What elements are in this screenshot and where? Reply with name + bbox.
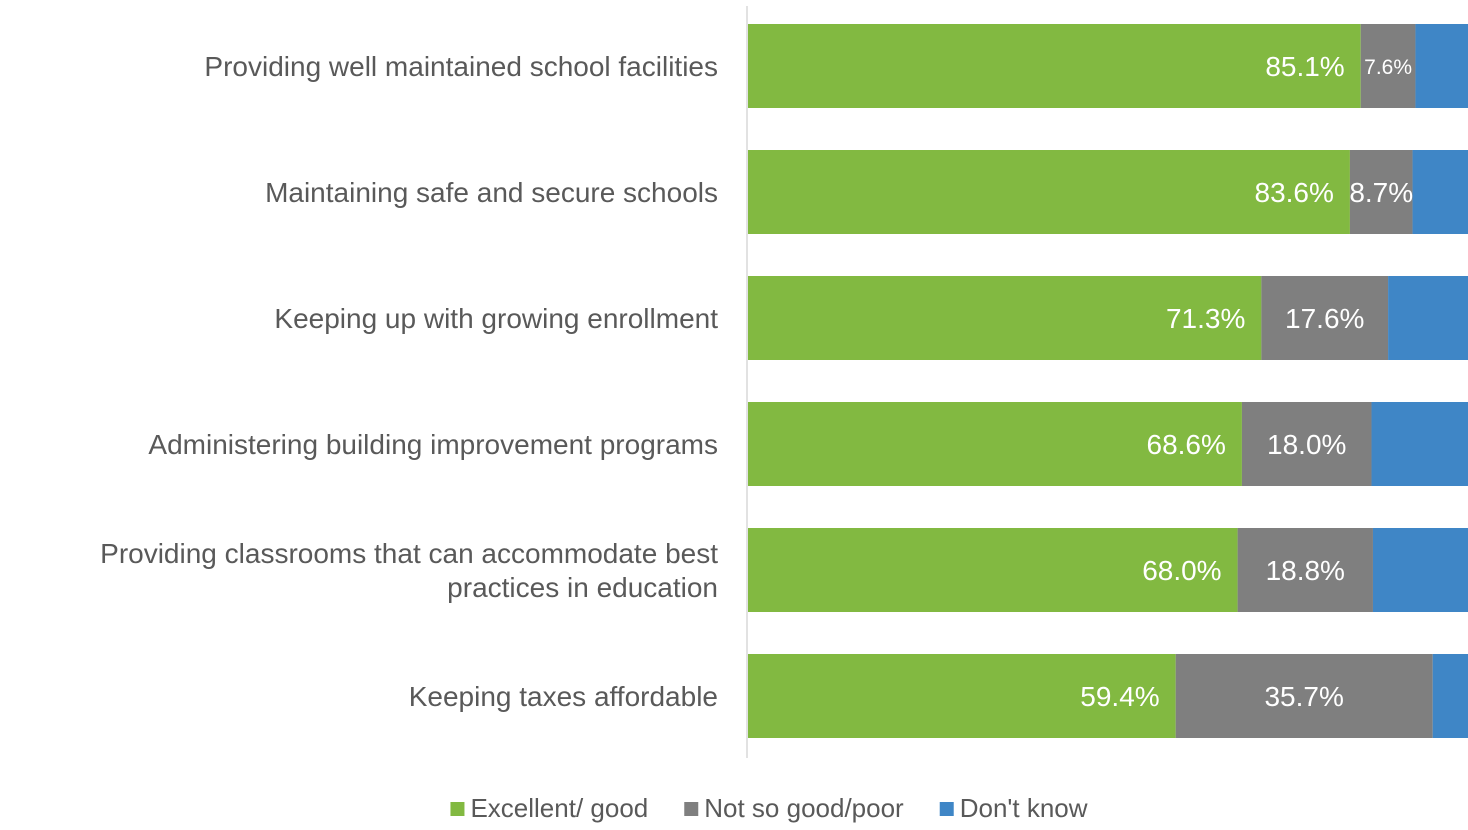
data-label: 17.6% xyxy=(1285,303,1364,334)
bar-segment-0 xyxy=(748,654,1176,738)
data-label: 83.6% xyxy=(1255,177,1334,208)
data-label: 68.6% xyxy=(1147,429,1226,460)
data-label: 71.3% xyxy=(1166,303,1245,334)
bar-segment-2 xyxy=(1412,150,1468,234)
legend-swatch xyxy=(939,802,954,816)
category-label: Keeping up with growing enrollment xyxy=(274,303,718,334)
data-label: 7.6% xyxy=(1364,56,1412,79)
bar-segment-2 xyxy=(1372,528,1468,612)
bar-segment-0 xyxy=(748,24,1361,108)
data-label: 8.7% xyxy=(1349,177,1413,208)
bar-segment-2 xyxy=(1432,654,1468,738)
bar-segment-0 xyxy=(748,150,1350,234)
bar-segment-2 xyxy=(1415,24,1468,108)
bar-segment-1 xyxy=(1241,402,1372,486)
category-label: Maintaining safe and secure schools xyxy=(265,177,718,208)
bar-segment-1 xyxy=(1360,24,1416,108)
category-label-line: Administering building improvement progr… xyxy=(148,429,718,460)
category-label-line: practices in education xyxy=(447,572,718,603)
bar-segment-0 xyxy=(748,402,1242,486)
category-label: Administering building improvement progr… xyxy=(148,429,718,460)
legend-swatch xyxy=(684,802,699,816)
data-label: 35.7% xyxy=(1264,681,1343,712)
legend-item: Don't know xyxy=(939,793,1088,823)
bar-segment-1 xyxy=(1175,654,1433,738)
category-label-line: Maintaining safe and secure schools xyxy=(265,177,718,208)
bar-segment-2 xyxy=(1388,276,1468,360)
bar-segment-0 xyxy=(748,528,1238,612)
data-label: 18.8% xyxy=(1266,555,1345,586)
bar-segments xyxy=(748,24,1468,738)
data-label: 68.0% xyxy=(1142,555,1221,586)
category-label-line: Keeping up with growing enrollment xyxy=(274,303,718,334)
legend-label: Excellent/ good xyxy=(470,793,648,823)
legend-item: Not so good/poor xyxy=(684,793,904,823)
legend-label: Not so good/poor xyxy=(704,793,904,823)
category-label: Providing classrooms that can accommodat… xyxy=(100,538,718,603)
bar-segment-1 xyxy=(1237,528,1373,612)
data-label: 59.4% xyxy=(1080,681,1159,712)
bar-segment-2 xyxy=(1371,402,1468,486)
category-labels: Providing well maintained school facilit… xyxy=(100,51,718,712)
category-label-line: Providing classrooms that can accommodat… xyxy=(100,538,718,569)
legend-swatch xyxy=(450,802,465,816)
legend-item: Excellent/ good xyxy=(450,793,648,823)
category-label: Keeping taxes affordable xyxy=(409,681,718,712)
category-label: Providing well maintained school facilit… xyxy=(204,51,718,82)
category-label-line: Providing well maintained school facilit… xyxy=(204,51,718,82)
data-label: 85.1% xyxy=(1265,51,1344,82)
data-label: 18.0% xyxy=(1267,429,1346,460)
bar-segment-0 xyxy=(748,276,1262,360)
category-label-line: Keeping taxes affordable xyxy=(409,681,718,712)
legend-label: Don't know xyxy=(960,793,1088,823)
legend: Excellent/ good Not so good/poor Don't kno… xyxy=(450,793,1088,823)
bar-segment-1 xyxy=(1349,150,1413,234)
data-labels: 85.1% 7.6% 83.6% 8.7% 71.3% 17.6% 68.6% 18.0% 68… xyxy=(1080,51,1413,712)
bar-segment-1 xyxy=(1261,276,1389,360)
